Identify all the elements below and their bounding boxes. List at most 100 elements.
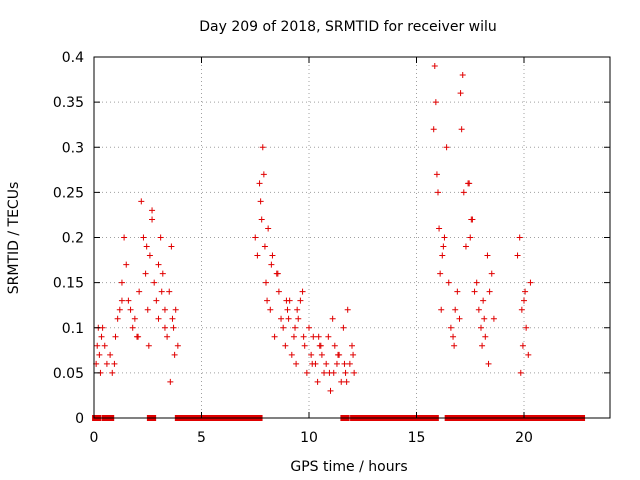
data-point: [303, 369, 310, 376]
y-tick-label: 0.1: [62, 321, 84, 337]
data-point: [258, 216, 265, 223]
data-point: [338, 378, 345, 385]
data-point: [297, 297, 304, 304]
y-tick-label: 0.15: [53, 276, 84, 292]
data-point: [452, 306, 459, 313]
data-point: [285, 315, 292, 322]
data-point: [440, 243, 447, 250]
chart-title: Day 209 of 2018, SRMTID for receiver wil…: [199, 19, 497, 35]
data-point: [149, 207, 156, 214]
data-point: [118, 279, 125, 286]
data-point: [482, 333, 489, 340]
data-point: [523, 324, 530, 331]
data-point: [292, 324, 299, 331]
data-point: [282, 342, 289, 349]
data-point: [432, 99, 439, 106]
data-point: [275, 288, 282, 295]
data-point: [171, 351, 178, 358]
data-points: [92, 63, 586, 421]
data-point: [346, 360, 353, 367]
data-point: [301, 342, 308, 349]
data-point: [94, 342, 101, 349]
data-point: [140, 234, 147, 241]
data-point: [522, 288, 529, 295]
data-point: [274, 270, 281, 277]
data-point: [480, 297, 487, 304]
data-point: [169, 315, 176, 322]
axis-ticks: 0 5 10 15 20 0 0.05 0.1 0.15 0.2 0.25 0.3 0.35 0.4: [53, 50, 610, 446]
data-point: [318, 351, 325, 358]
data-point: [290, 333, 297, 340]
data-point: [433, 171, 440, 178]
data-point: [271, 333, 278, 340]
data-point: [437, 270, 444, 277]
data-point: [484, 252, 491, 259]
data-point: [151, 279, 158, 286]
data-point: [306, 324, 312, 331]
data-point: [343, 378, 350, 385]
data-point: [481, 315, 488, 322]
data-point: [341, 360, 348, 367]
data-point: [321, 369, 328, 376]
data-point: [161, 306, 168, 313]
data-point: [167, 378, 174, 385]
data-point: [478, 324, 484, 331]
data-point: [116, 306, 123, 313]
data-point: [283, 297, 290, 304]
data-point: [260, 171, 267, 178]
data-point: [310, 333, 317, 340]
data-point: [259, 144, 266, 151]
grid-lines: [94, 57, 610, 418]
data-point: [309, 360, 316, 367]
data-point: [462, 243, 469, 250]
data-point: [350, 351, 357, 358]
data-point: [149, 216, 156, 223]
data-point: [98, 333, 105, 340]
data-point: [456, 315, 463, 322]
data-point: [516, 234, 523, 241]
data-point: [517, 369, 524, 376]
data-point: [168, 243, 175, 250]
data-point: [486, 288, 493, 295]
data-point: [263, 279, 269, 286]
data-point: [488, 270, 495, 277]
y-tick-label: 0.35: [53, 95, 84, 111]
data-point: [340, 324, 347, 331]
data-point: [136, 288, 143, 295]
y-tick-label: 0.05: [53, 366, 84, 382]
data-point: [288, 351, 295, 358]
data-point: [159, 270, 166, 277]
data-point: [467, 234, 474, 241]
data-point: [457, 90, 464, 97]
data-point: [293, 360, 300, 367]
data-point: [331, 342, 338, 349]
data-point: [155, 315, 162, 322]
data-point: [458, 126, 465, 133]
data-point: [344, 306, 351, 313]
data-point: [172, 306, 179, 313]
data-point: [96, 351, 103, 358]
data-point: [451, 342, 458, 349]
x-axis-label: GPS time / hours: [290, 459, 407, 475]
data-point: [146, 252, 153, 259]
data-point: [112, 333, 119, 340]
data-point: [490, 315, 497, 322]
data-point: [439, 252, 446, 259]
data-point: [265, 225, 272, 232]
data-point: [299, 288, 306, 295]
data-point: [441, 234, 448, 241]
y-axis-label: SRMTID / TECUs: [6, 182, 22, 295]
x-tick-label: 20: [515, 430, 533, 446]
data-point: [267, 306, 274, 313]
data-point: [330, 369, 337, 376]
data-point: [519, 342, 526, 349]
data-point: [317, 342, 324, 349]
data-point: [129, 324, 136, 331]
data-point: [473, 279, 480, 286]
data-point: [294, 306, 301, 313]
data-point: [264, 297, 271, 304]
data-point: [101, 342, 108, 349]
data-point: [450, 333, 457, 340]
data-point: [135, 333, 142, 340]
